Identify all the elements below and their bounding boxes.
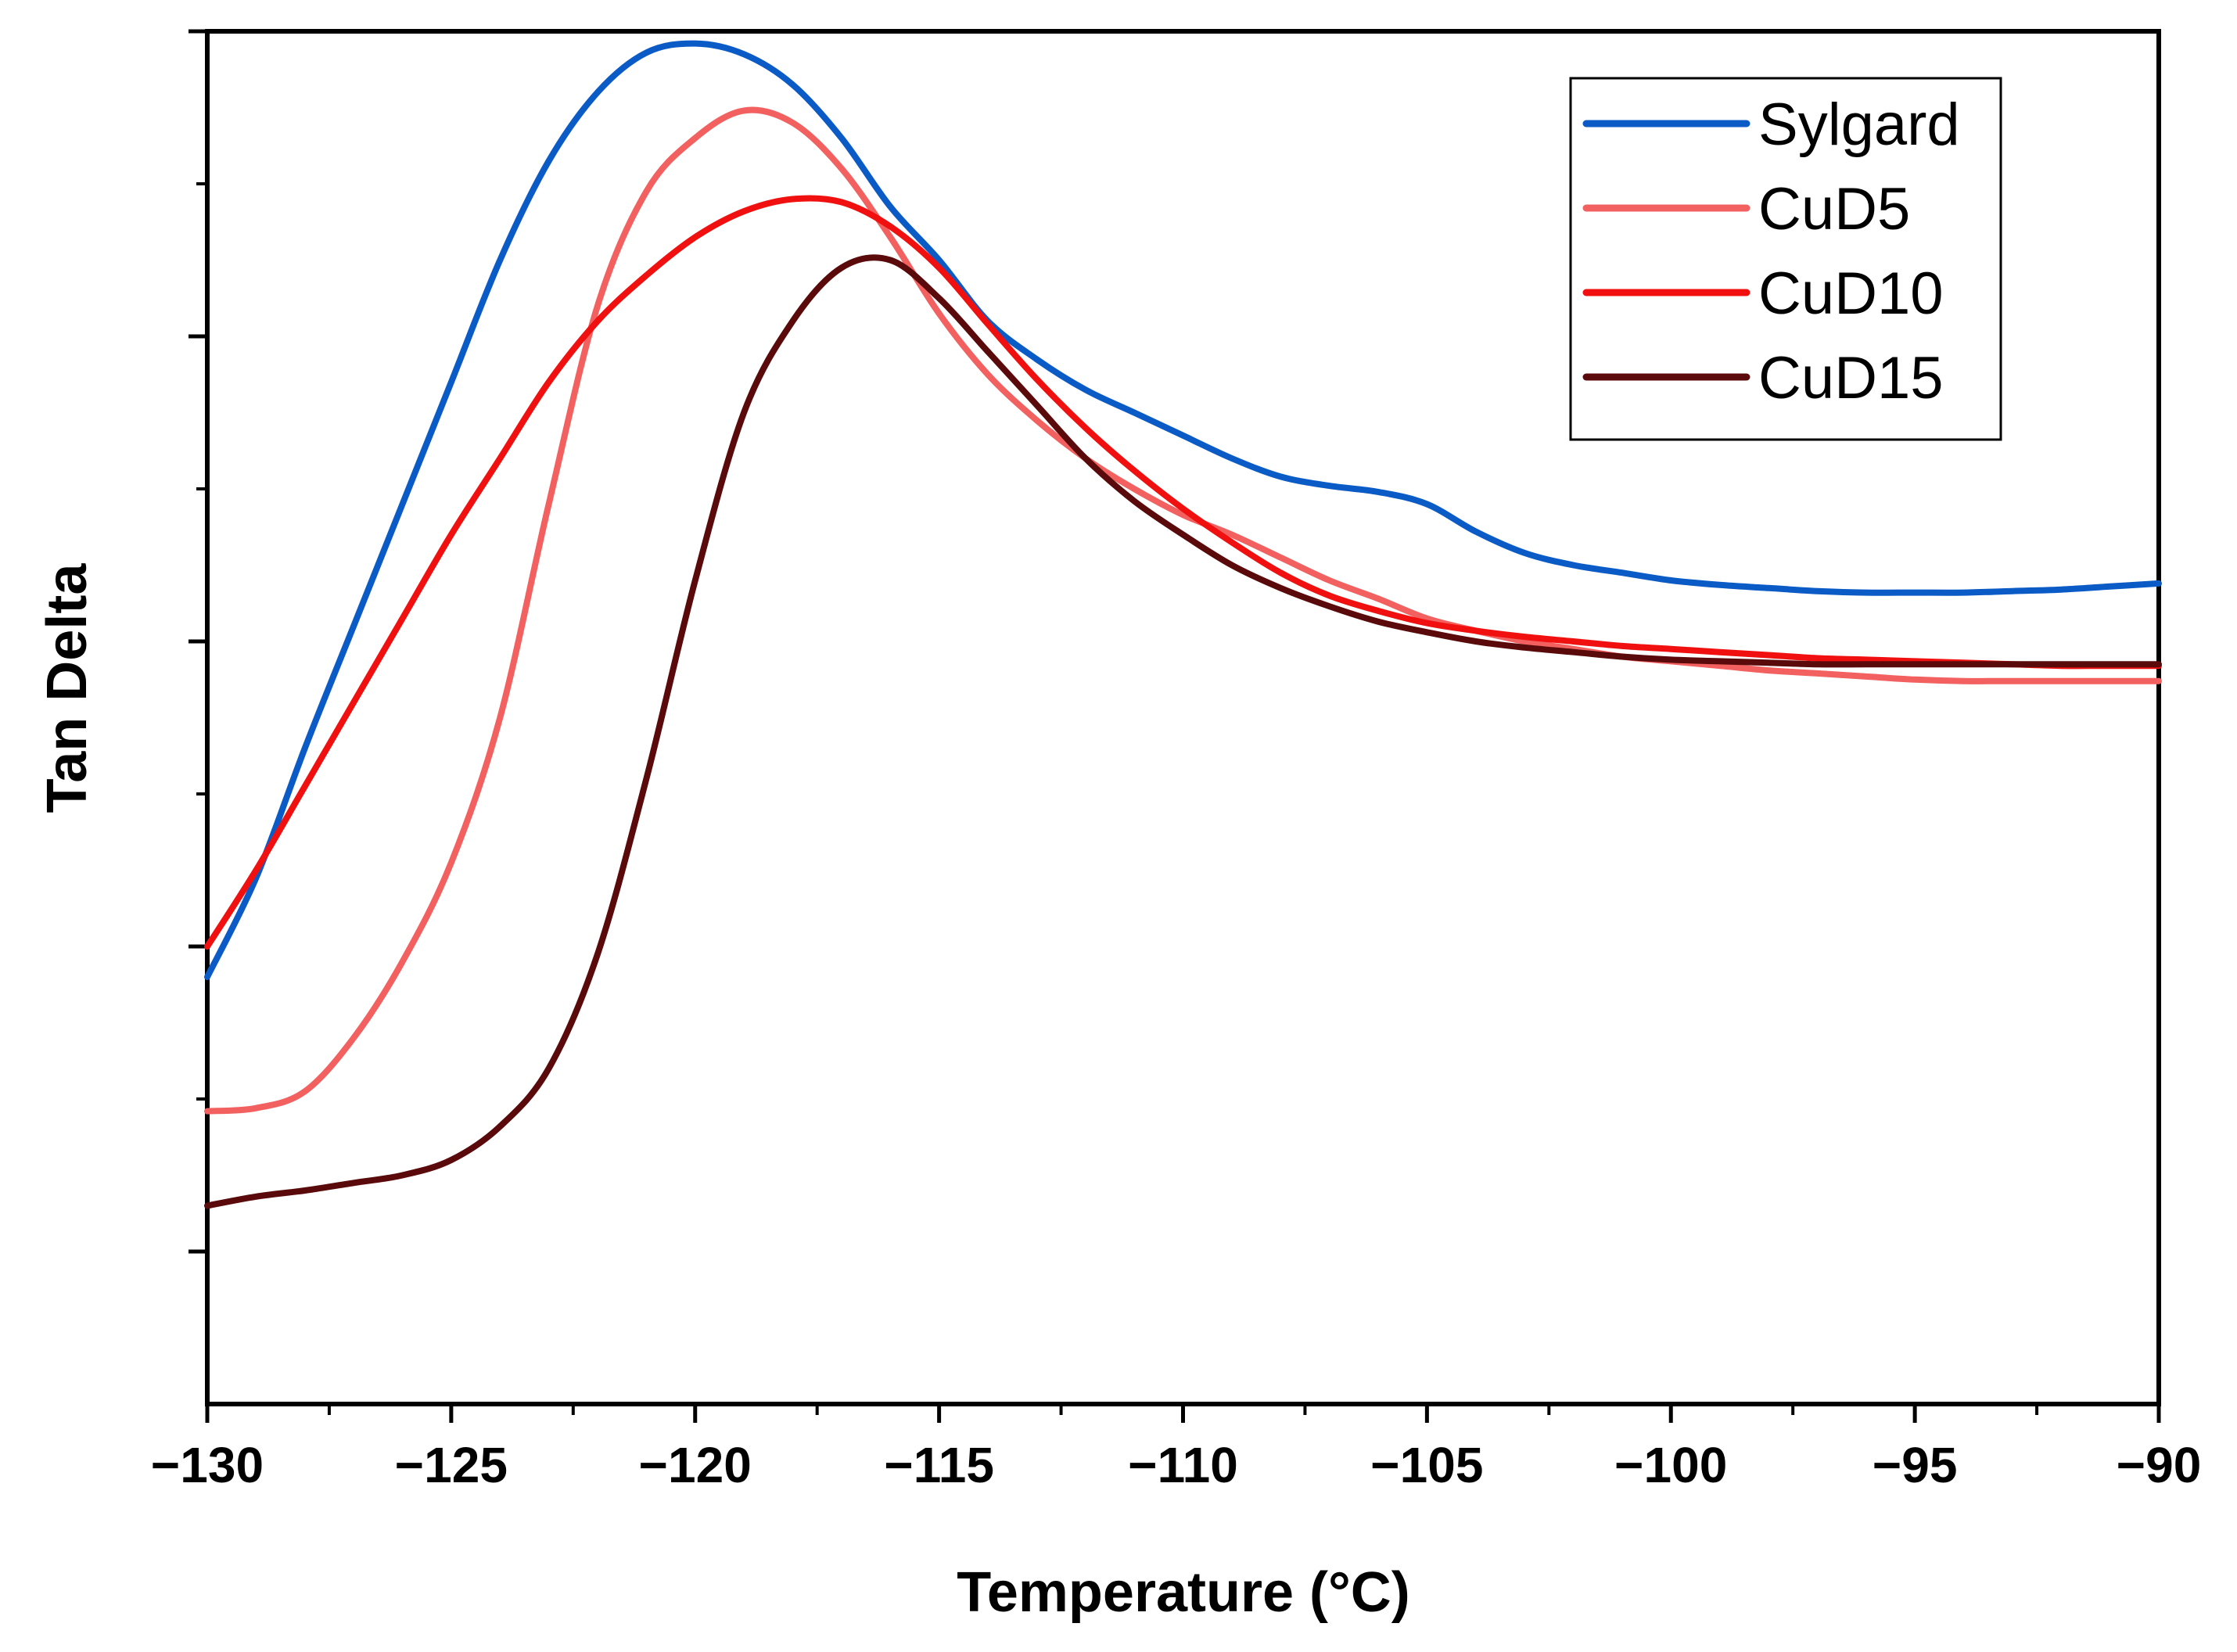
series-line-cud5 [204,106,2162,1115]
legend-label-sylgard: Sylgard [1758,92,1960,158]
x-tick-label: −115 [884,1437,994,1493]
x-tick-label: −125 [395,1437,508,1493]
series-line-cud10 [204,195,2162,950]
series-line-cud15 [204,254,2162,1209]
legend-label-cud15: CuD15 [1758,345,1944,411]
x-tick-label: −130 [151,1437,264,1493]
legend-label-cud10: CuD10 [1758,260,1944,327]
x-tick-label: −120 [639,1437,752,1493]
legend-label-cud5: CuD5 [1758,176,1910,242]
plot-series [204,40,2162,1209]
x-tick-label: −95 [1873,1437,1958,1493]
x-tick-label: −90 [2117,1437,2202,1493]
series-line-sylgard [204,40,2162,980]
x-tick-label: −110 [1128,1437,1238,1493]
y-axis-title: Tan Delta [36,563,99,813]
x-tick-label: −100 [1614,1437,1727,1493]
x-axis-title: Temperature (°C) [957,1561,1410,1624]
x-tick-label: −105 [1370,1437,1483,1493]
axes: −130 −125 −120 −115 −110 −105 −100 −95 −90 [151,29,2202,1493]
legend: Sylgard CuD5 CuD10 CuD15 [1569,77,2002,441]
